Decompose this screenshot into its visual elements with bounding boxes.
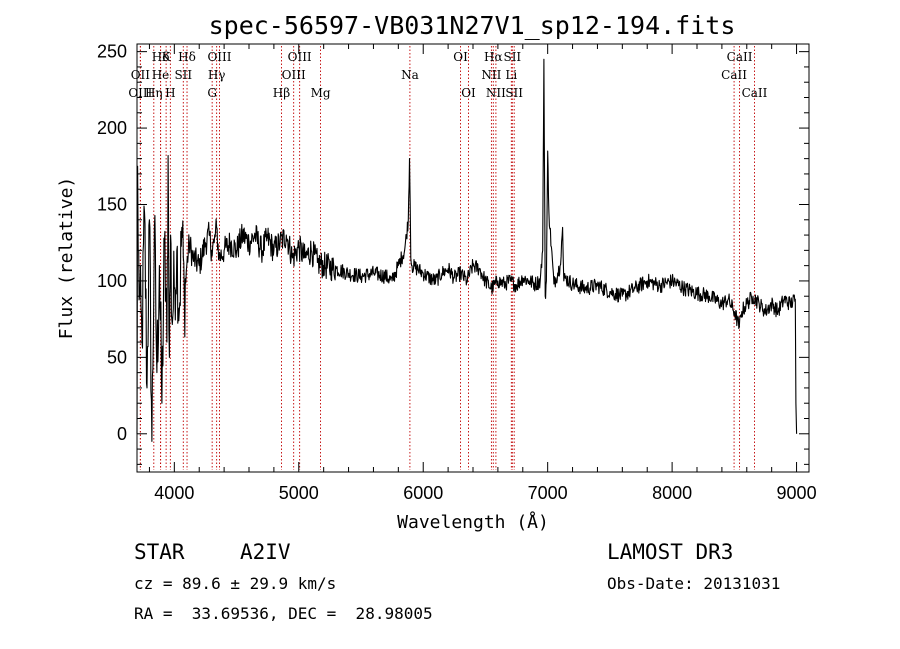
x-tick-label: 4000	[154, 483, 194, 503]
spectral-line-label: Li	[505, 68, 517, 82]
spectral-line-label: Hβ	[273, 86, 290, 100]
spectral-line-label: K	[162, 50, 172, 64]
y-tick-label: 250	[97, 42, 127, 62]
spectral-line-label: H	[165, 86, 175, 100]
spectral-line-label: SII	[505, 86, 523, 100]
spectral-line-label: G	[207, 86, 217, 100]
spectral-line-label: Hη	[145, 86, 163, 100]
x-tick-label: 6000	[403, 483, 443, 503]
plot-frame	[136, 43, 810, 473]
redshift-velocity: cz = 89.6 ± 29.9 km/s	[134, 574, 337, 593]
y-tick-label: 150	[97, 195, 127, 215]
spectral-class: A2IV	[240, 540, 291, 564]
flux-series-line	[136, 58, 798, 442]
spectral-line-label: OI	[453, 50, 468, 64]
axis-ticks: 4000 5000 6000 7000 8000 9000 0 50 100 150 200 250	[97, 42, 817, 503]
spectral-line-label: OIII	[207, 50, 231, 64]
y-tick-label: 0	[117, 424, 127, 444]
spectral-line-label: He	[152, 68, 170, 82]
y-tick-label: 50	[107, 347, 127, 367]
y-tick-label: 200	[97, 118, 127, 138]
observation-date: Obs-Date: 20131031	[607, 574, 781, 593]
spectral-line-label: Hδ	[178, 50, 196, 64]
y-tick-label: 100	[97, 271, 127, 291]
survey-name: LAMOST DR3	[607, 540, 734, 564]
spectral-line-label: CaII	[742, 86, 768, 100]
coordinates: RA = 33.69536, DEC = 28.98005	[134, 604, 433, 623]
spectral-line-label: Hδ	[152, 50, 170, 64]
object-type: STAR	[134, 540, 185, 564]
spectral-line-label: SII	[503, 50, 521, 64]
spectral-line-label: SII	[174, 68, 192, 82]
spectral-line-label: NII	[486, 86, 506, 100]
spectral-line-label: CaII	[727, 50, 753, 64]
spectral-line-label: Hα	[484, 50, 503, 64]
spectral-line-label: Mg	[311, 86, 331, 100]
spectral-line-label: Na	[401, 68, 419, 82]
y-axis-label: Flux (relative)	[56, 177, 77, 340]
spectral-line-label: NII	[481, 68, 501, 82]
x-tick-label: 9000	[777, 483, 817, 503]
spectral-line-label: OIII	[128, 86, 152, 100]
x-tick-label: 5000	[279, 483, 319, 503]
x-tick-label: 7000	[528, 483, 568, 503]
spectral-line-label: OI	[461, 86, 476, 100]
spectral-line-label: CaII	[721, 68, 747, 82]
spectral-line-label: OIII	[282, 68, 306, 82]
series-layer	[136, 58, 798, 442]
spectral-line-label: Hγ	[208, 68, 226, 82]
spectral-line-label: OIII	[288, 50, 312, 64]
x-axis-label: Wavelength (Å)	[397, 511, 549, 533]
spectral-lines	[139, 46, 755, 470]
spectral-line-label: OII	[131, 68, 151, 82]
x-tick-label: 8000	[652, 483, 692, 503]
chart-title: spec-56597-VB031N27V1_sp12-194.fits	[209, 11, 736, 40]
